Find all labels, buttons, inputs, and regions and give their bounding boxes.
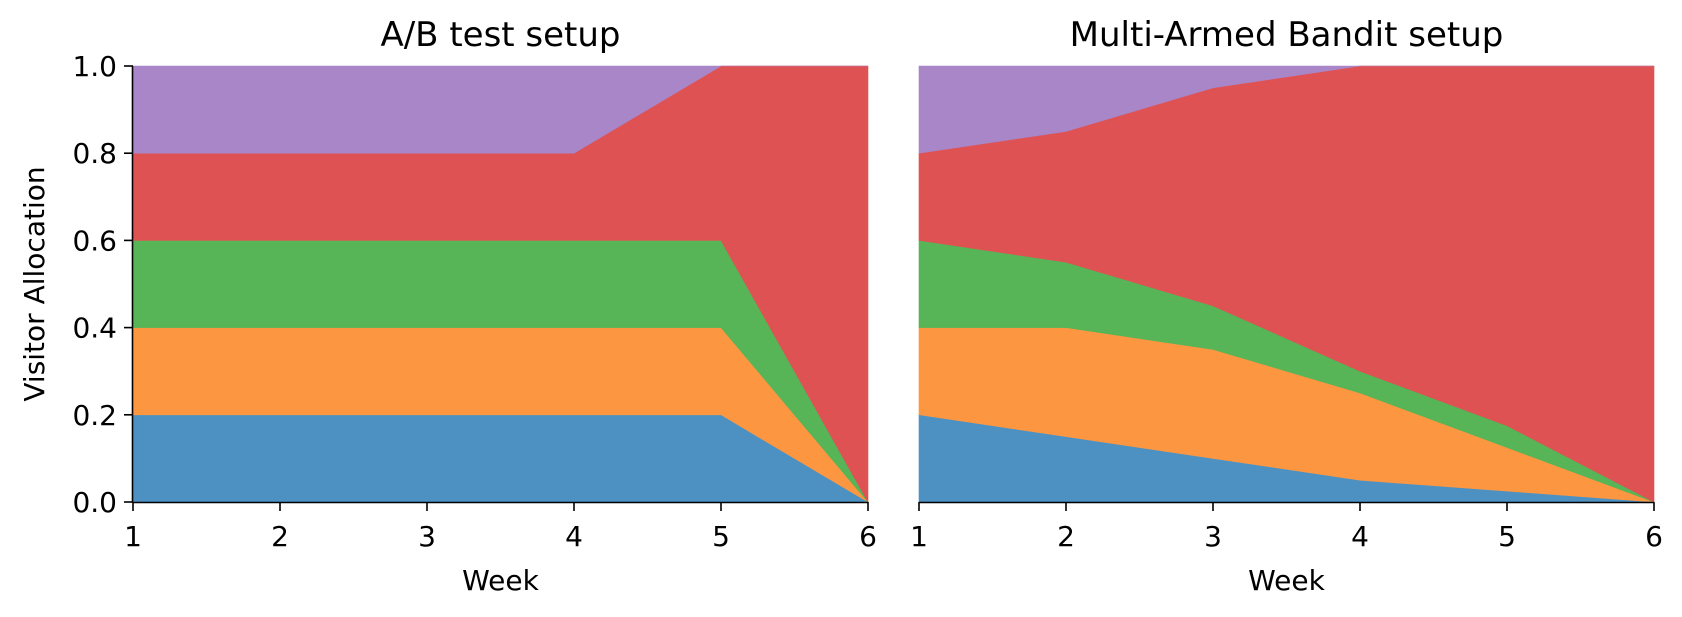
- y-tick-label: 0.0: [72, 486, 117, 519]
- x-tick-label: 2: [271, 520, 289, 553]
- x-axis-label: Week: [462, 564, 539, 597]
- y-tick-label: 1.0: [72, 50, 117, 83]
- y-tick-label: 0.2: [72, 399, 117, 432]
- chart-title: Multi-Armed Bandit setup: [1070, 15, 1504, 55]
- x-tick-label: 3: [1204, 520, 1222, 553]
- area-series-5: [132, 65, 868, 154]
- y-tick-label: 0.4: [72, 312, 117, 345]
- x-tick-label: 4: [1351, 520, 1369, 553]
- panel-1: 1 2 3 4 5 6 0.0 0.2 0.4 0.6 0.8 1.0 A/B test setup We…: [18, 15, 877, 597]
- area-series-5: [918, 65, 1654, 154]
- chart-title: A/B test setup: [380, 15, 620, 55]
- x-tick-label: 6: [859, 520, 877, 553]
- x-tick-label: 1: [124, 520, 142, 553]
- y-tick-label: 0.6: [72, 224, 117, 257]
- x-tick-label: 1: [910, 520, 928, 553]
- x-tick-label: 5: [1498, 520, 1516, 553]
- panel-2: 1 2 3 4 5 6 Multi-Armed Bandit setup Week: [910, 15, 1663, 597]
- x-tick-label: 2: [1057, 520, 1075, 553]
- x-tick-label: 4: [565, 520, 583, 553]
- x-tick-label: 6: [1645, 520, 1663, 553]
- y-tick-label: 0.8: [72, 137, 117, 170]
- x-tick-label: 5: [712, 520, 730, 553]
- x-axis-label: Week: [1248, 564, 1325, 597]
- y-axis-label: Visitor Allocation: [18, 166, 51, 401]
- x-tick-label: 3: [418, 520, 436, 553]
